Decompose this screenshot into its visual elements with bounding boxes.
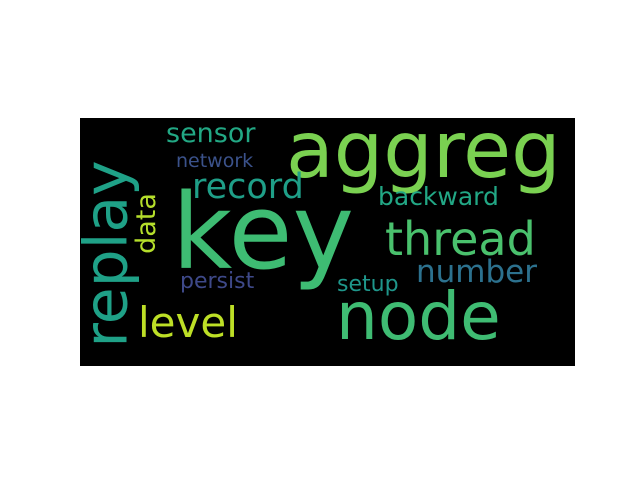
word-network: network xyxy=(176,150,254,172)
word-record: record xyxy=(192,167,304,207)
word-number: number xyxy=(416,254,537,290)
word-node: node xyxy=(336,278,501,355)
word-key: key xyxy=(172,171,355,293)
word-level: level xyxy=(138,298,238,347)
word-aggreg: aggreg xyxy=(286,118,561,196)
word-persist: persist xyxy=(180,269,255,294)
word-backward: backward xyxy=(378,182,499,211)
word-thread: thread xyxy=(385,212,536,266)
word-setup: setup xyxy=(337,272,399,297)
word-sensor: sensor xyxy=(166,118,256,149)
word-cloud: aggreg key node thread record level numb… xyxy=(80,118,575,366)
word-data-rotated: data xyxy=(130,193,162,254)
word-replay-rotated: replay xyxy=(80,160,142,348)
